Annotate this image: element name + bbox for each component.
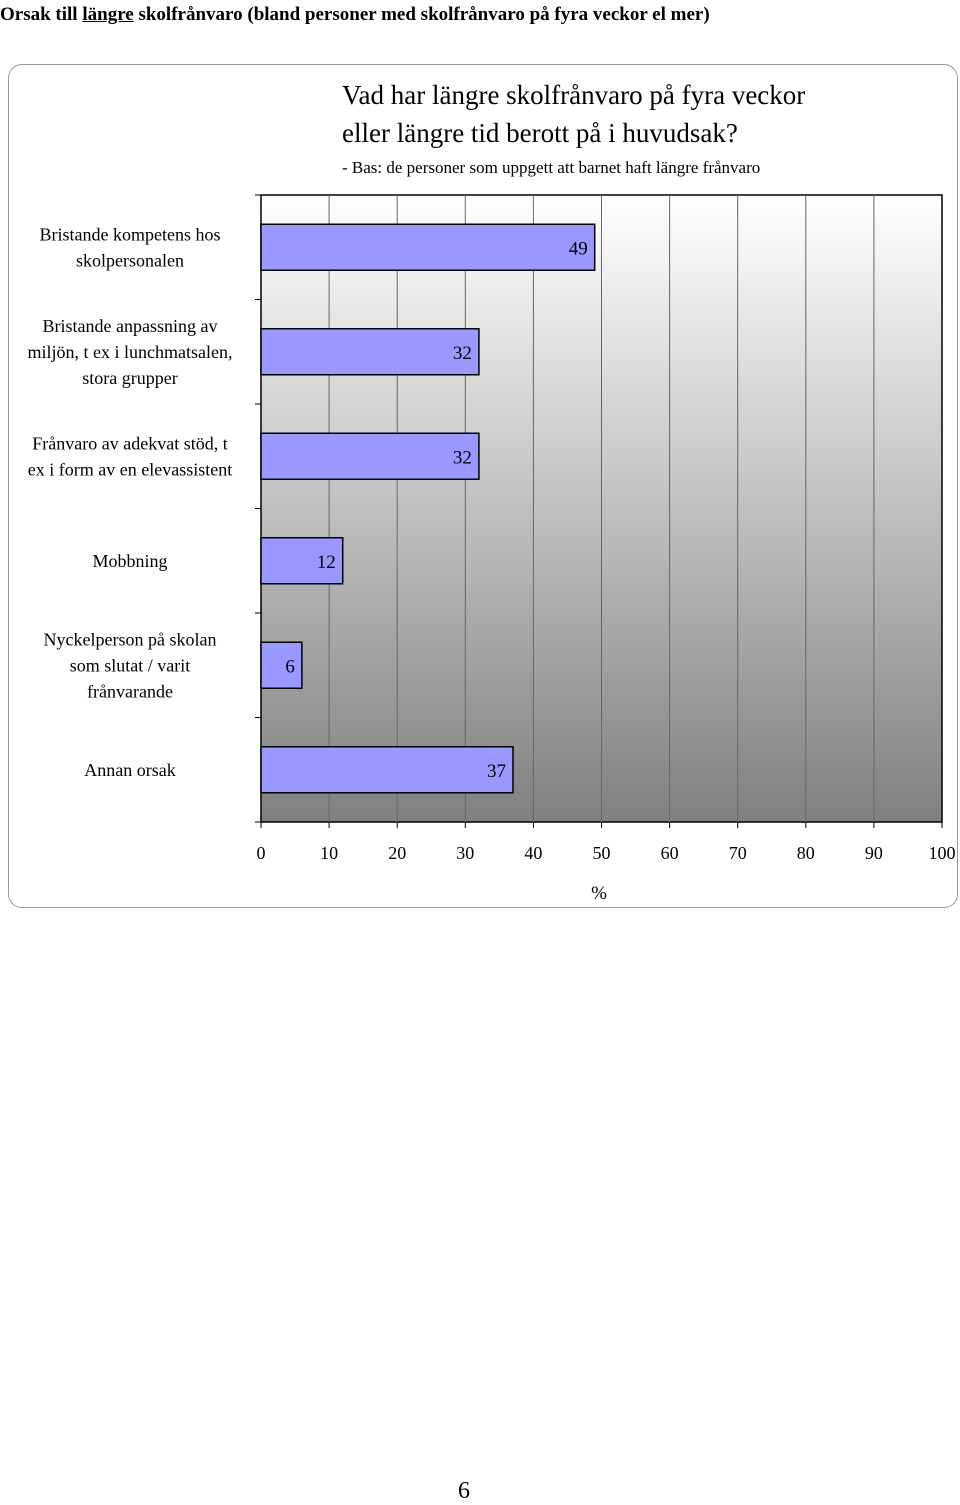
x-tick-labels: 0 10 20 30 40 50 60 70 80 90 100	[257, 843, 956, 863]
bar	[260, 537, 344, 585]
bar	[260, 641, 303, 689]
category-label: Bristande anpassning av miljön, t ex i lu…	[28, 316, 233, 388]
bars	[260, 223, 596, 794]
axis-ticks	[255, 194, 943, 828]
data-label: 37	[487, 761, 506, 782]
category-label-line: som slutat / varit	[70, 655, 191, 675]
chart-subtitle: - Bas: de personer som uppgett att barne…	[342, 158, 760, 177]
x-tick-label: 20	[388, 843, 406, 863]
category-labels: Bristande kompetens hos skolpersonalenBri…	[28, 224, 233, 780]
category-label: Bristande kompetens hos skolpersonalen	[40, 224, 221, 270]
x-axis-label: %	[591, 883, 607, 904]
category-label-line: ex i form av en elevassistent	[28, 459, 232, 479]
page-number: 6	[458, 1478, 470, 1504]
category-label: Mobbning	[92, 551, 167, 571]
x-tick-label: 100	[929, 843, 956, 863]
category-label-line: frånvarande	[87, 681, 173, 701]
x-tick-label: 60	[661, 843, 679, 863]
x-tick-label: 10	[320, 843, 338, 863]
gridlines	[328, 195, 875, 822]
x-tick-label: 40	[524, 843, 542, 863]
heading-part2: skolfrånvaro (bland personer med skolfrå…	[133, 4, 710, 25]
data-label: 32	[453, 447, 472, 468]
x-tick-label: 0	[257, 843, 266, 863]
heading-underlined: längre	[82, 4, 134, 25]
heading-part1: Orsak till	[0, 4, 83, 25]
x-tick-label: 30	[456, 843, 474, 863]
category-label-line: Mobbning	[92, 551, 167, 571]
bar	[260, 328, 480, 376]
category-label-line: Bristande kompetens hos	[40, 224, 221, 244]
bar-chart: Vad har längre skolfrånvaro på fyra veck…	[28, 80, 956, 904]
category-label-line: Bristande anpassning av	[43, 316, 218, 336]
x-tick-label: 80	[797, 843, 815, 863]
category-label-line: miljön, t ex i lunchmatsalen,	[28, 342, 233, 362]
x-tick-label: 70	[729, 843, 747, 863]
x-tick-label: 90	[865, 843, 883, 863]
category-label-line: Annan orsak	[84, 760, 175, 780]
bar	[260, 746, 514, 794]
category-label: Annan orsak	[84, 760, 175, 780]
category-label-line: stora grupper	[82, 368, 177, 388]
chart-title-line-1: Vad har längre skolfrånvaro på fyra veck…	[342, 80, 805, 110]
category-label-line: skolpersonalen	[76, 250, 184, 270]
data-label: 32	[453, 343, 472, 364]
bar	[260, 432, 480, 480]
chart-title-line-2: eller längre tid berott på i huvudsak?	[342, 118, 738, 148]
category-label-line: Frånvaro av adekvat stöd, t	[32, 433, 227, 453]
category-label: Nyckelperson på skolan som slutat / varit…	[44, 629, 217, 701]
data-label: 49	[569, 238, 588, 259]
x-tick-label: 50	[593, 843, 611, 863]
category-label: Frånvaro av adekvat stöd, t ex i form av …	[28, 433, 232, 479]
data-label: 6	[285, 656, 295, 677]
page-heading: Orsak till längre skolfrånvaro (bland pe…	[0, 2, 960, 28]
bar	[260, 223, 596, 271]
data-label: 12	[317, 552, 336, 573]
category-label-line: Nyckelperson på skolan	[44, 629, 217, 649]
data-labels: 49 32 32 12 6 37	[285, 238, 587, 782]
